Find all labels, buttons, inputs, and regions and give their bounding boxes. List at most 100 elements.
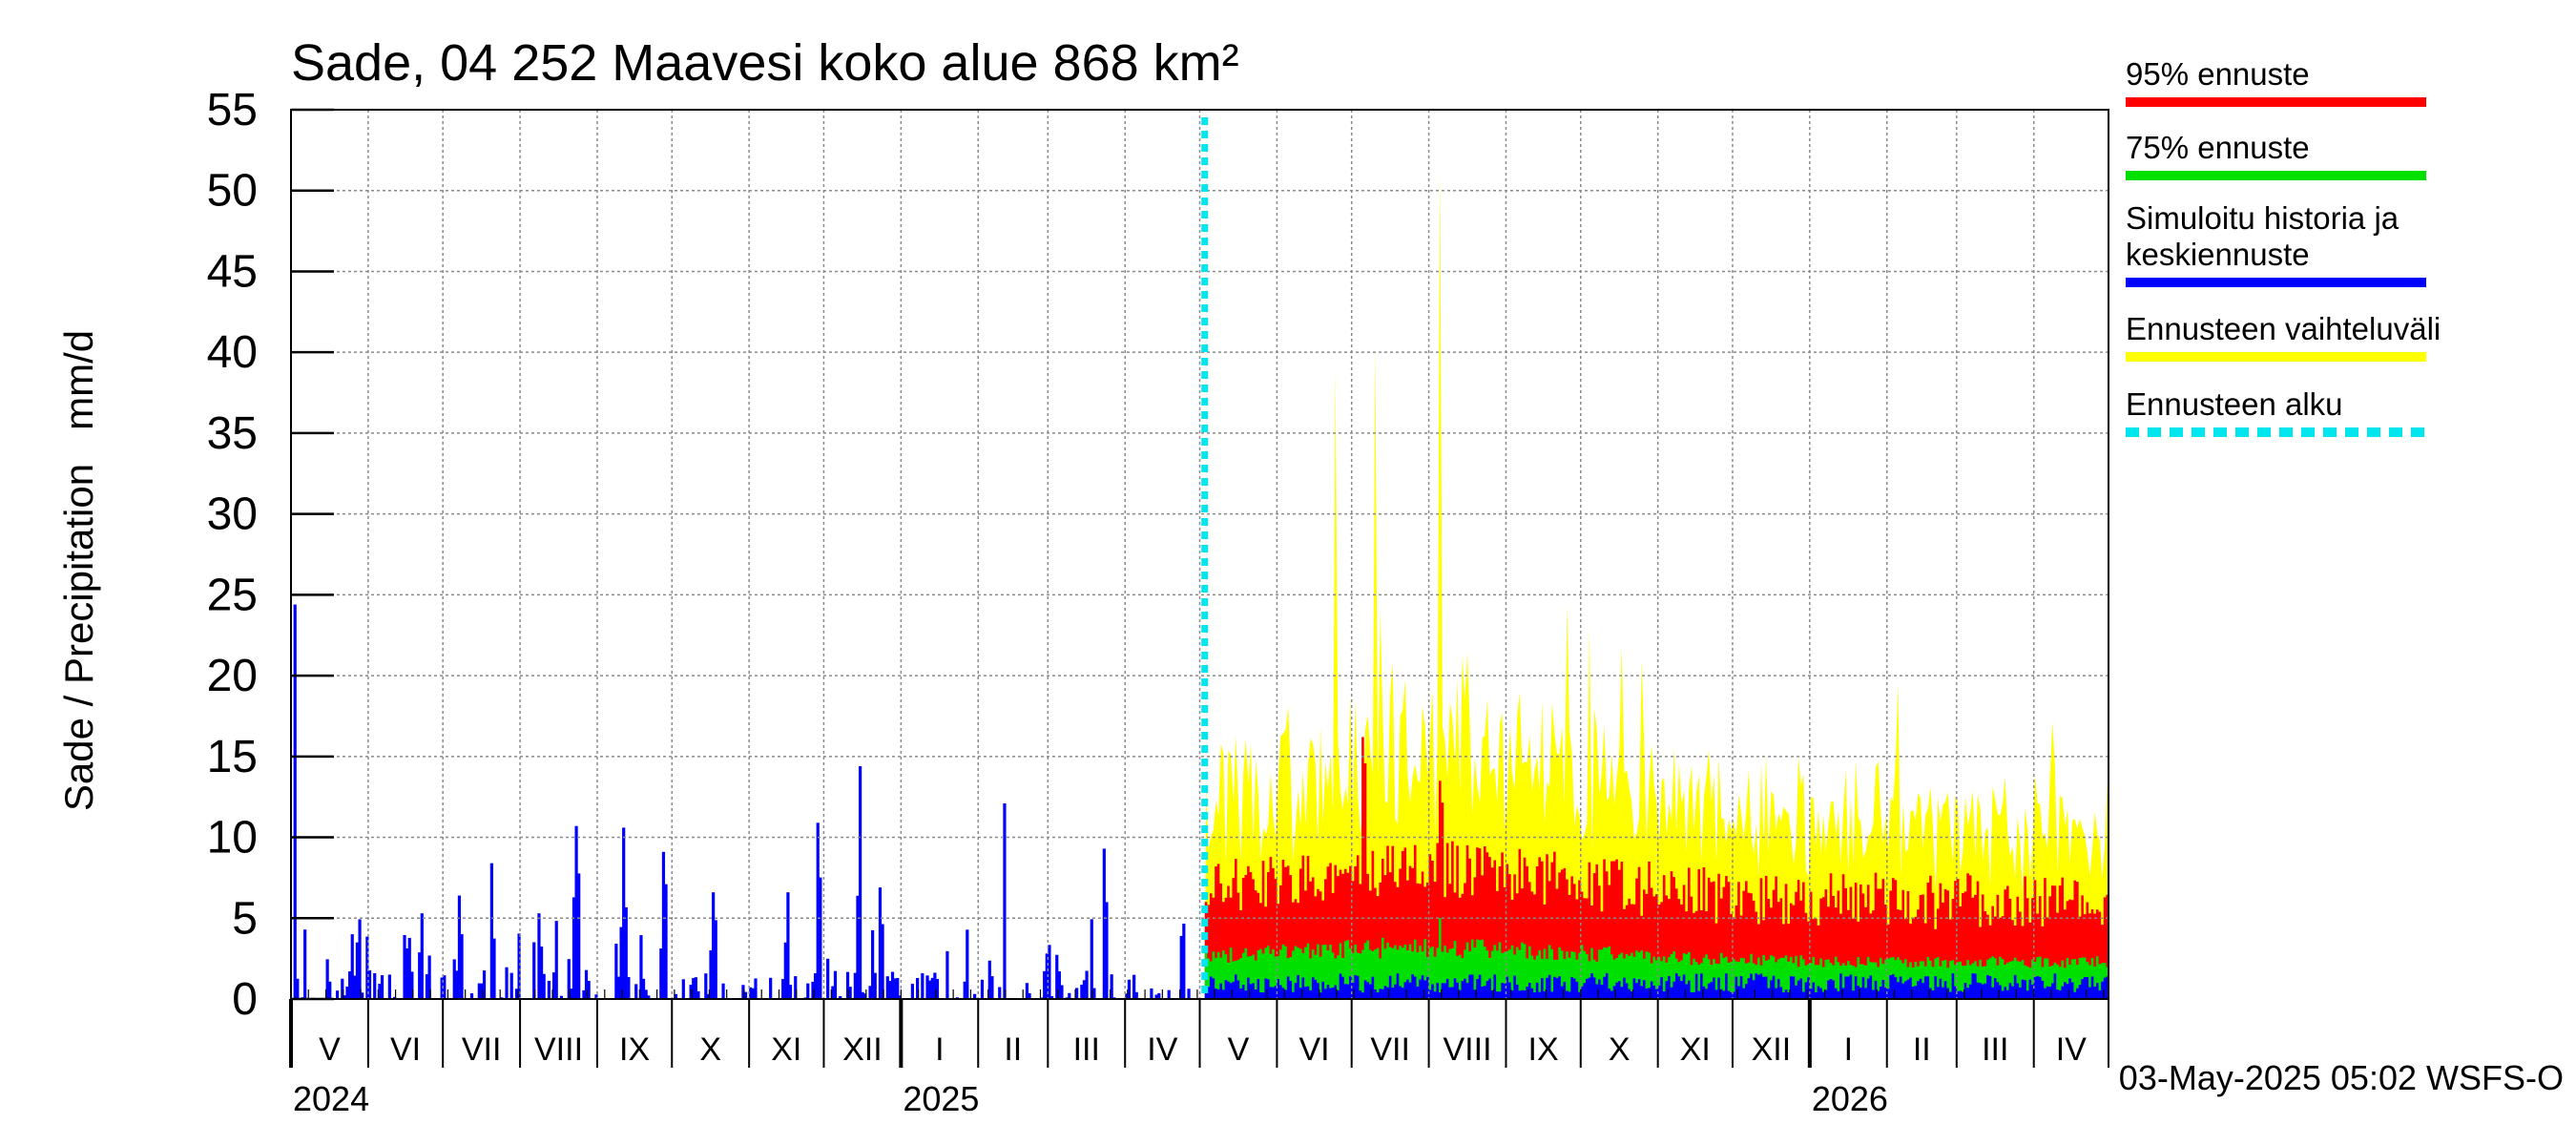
history-bar <box>856 895 860 999</box>
y-tick-label: 50 <box>207 166 258 217</box>
history-bar <box>1028 992 1031 999</box>
history-bar <box>407 938 411 999</box>
history-bar <box>681 979 685 999</box>
history-bar <box>403 934 406 999</box>
history-bar <box>410 971 414 999</box>
history-bar <box>293 604 297 999</box>
history-bar <box>505 967 509 999</box>
history-bar <box>930 977 934 999</box>
history-bar <box>380 975 384 999</box>
history-bar <box>868 986 872 999</box>
x-month-label: II <box>1913 1031 1931 1068</box>
history-bar <box>584 969 589 999</box>
x-month-label: VII <box>462 1031 502 1068</box>
history-bar <box>627 976 631 999</box>
legend-label: Ennusteen vaihteluväli <box>2126 311 2441 346</box>
y-tick-label: 5 <box>232 893 258 944</box>
x-year-label: 2024 <box>293 1079 369 1118</box>
y-tick-label: 30 <box>207 489 258 540</box>
history-bar <box>348 971 352 999</box>
history-bar <box>935 978 940 999</box>
history-bar <box>769 977 773 999</box>
history-bar <box>786 892 790 999</box>
history-bar <box>833 970 838 999</box>
history-bar <box>647 995 651 999</box>
history-bar <box>644 989 648 999</box>
history-bar <box>537 913 541 999</box>
forecast-range-area <box>1204 166 2109 999</box>
history-bar <box>826 958 830 999</box>
history-bar <box>559 995 564 999</box>
history-bar <box>893 978 897 999</box>
forecast-75-area <box>1204 918 2109 999</box>
history-bar <box>659 948 663 999</box>
y-tick-label: 0 <box>232 974 258 1025</box>
x-month-label: XI <box>771 1031 801 1068</box>
y-tick-label: 20 <box>207 651 258 701</box>
history-bar <box>987 960 991 999</box>
history-bar <box>570 989 573 999</box>
history-bar <box>741 985 745 999</box>
history-bar <box>469 993 474 999</box>
history-bar <box>567 959 571 999</box>
history-bar <box>440 977 444 999</box>
history-bar <box>945 950 949 999</box>
history-bar <box>664 884 668 999</box>
history-bar <box>539 947 544 999</box>
history-bar <box>712 892 716 999</box>
history-bar <box>392 996 397 999</box>
x-month-label: IV <box>1147 1031 1177 1068</box>
history-bar <box>350 934 354 999</box>
history-bar <box>1055 954 1059 999</box>
history-bar <box>622 827 626 999</box>
history-bar <box>341 978 344 999</box>
history-bar <box>881 924 884 999</box>
x-month-label: V <box>1228 1031 1250 1068</box>
x-month-label: VIII <box>534 1031 583 1068</box>
history-bar <box>1179 935 1183 999</box>
history-bar <box>689 985 693 999</box>
y-tick-label: 45 <box>207 246 258 297</box>
history-bar <box>1048 945 1051 999</box>
history-bar <box>1150 988 1153 999</box>
history-bar <box>831 986 835 999</box>
x-month-label: VIII <box>1444 1031 1492 1068</box>
y-tick-label: 40 <box>207 327 258 378</box>
history-bar <box>614 943 618 999</box>
history-bar <box>1134 991 1138 999</box>
history-bar <box>634 984 638 999</box>
x-month-label: I <box>1844 1031 1853 1068</box>
legend-label: keskiennuste <box>2126 237 2310 272</box>
chart-grid <box>291 109 2109 999</box>
x-month-label: II <box>1004 1031 1022 1068</box>
x-month-label: XII <box>1752 1031 1792 1068</box>
legend-label: 95% ennuste <box>2126 56 2310 92</box>
history-bar <box>721 983 725 999</box>
history-bar <box>427 955 431 999</box>
history-bar <box>749 987 753 999</box>
history-bar <box>1157 992 1161 999</box>
history-bar <box>696 990 700 999</box>
x-month-label: XII <box>842 1031 883 1068</box>
history-bar <box>480 983 484 999</box>
history-bar <box>554 921 558 999</box>
x-month-label: VI <box>390 1031 421 1068</box>
history-bars <box>293 604 1191 999</box>
history-bar <box>1154 994 1158 999</box>
history-bar <box>577 873 581 999</box>
history-bar <box>378 984 382 999</box>
history-bar <box>848 987 852 999</box>
history-bar <box>1045 953 1049 999</box>
history-bar <box>420 913 424 999</box>
history-bar <box>582 989 586 999</box>
history-bar <box>571 897 576 999</box>
history-bar <box>1080 984 1084 999</box>
history-bar <box>358 919 362 999</box>
history-bar <box>963 981 966 999</box>
history-bar <box>335 990 340 999</box>
history-bar <box>328 981 332 999</box>
history-bar <box>714 920 717 999</box>
x-month-label: VII <box>1370 1031 1410 1068</box>
history-bar <box>816 822 820 999</box>
